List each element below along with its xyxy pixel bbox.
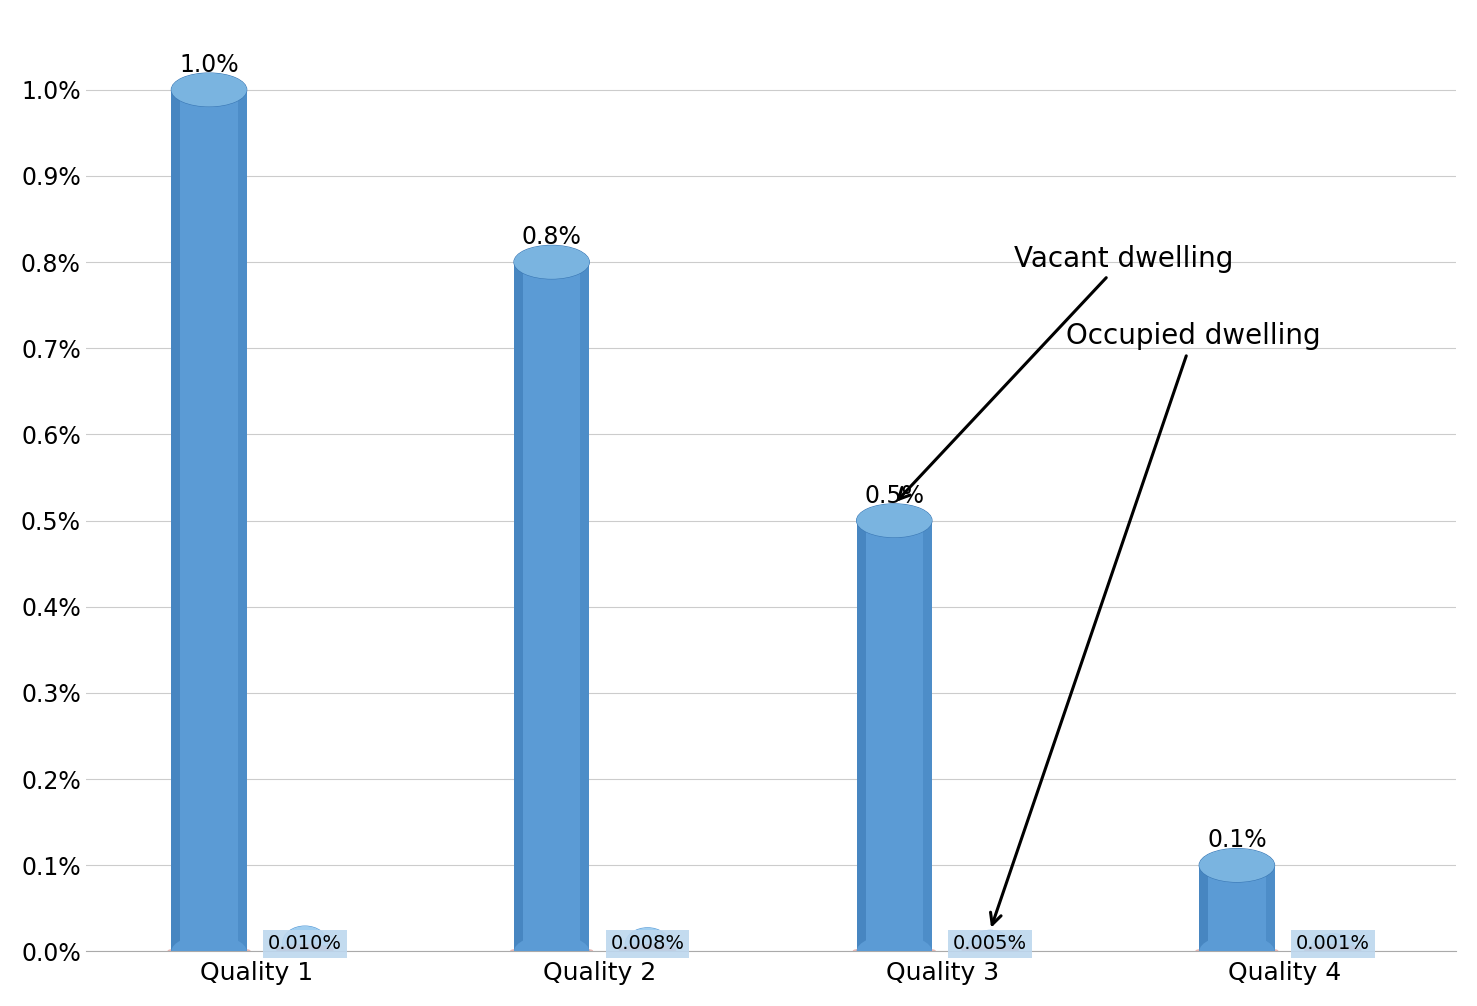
Ellipse shape (1199, 848, 1275, 882)
Bar (514, 263, 523, 952)
Text: 0.010%: 0.010% (267, 935, 343, 954)
Bar (625, 945, 631, 952)
Ellipse shape (625, 928, 671, 962)
Ellipse shape (967, 931, 1012, 964)
Bar (857, 521, 932, 952)
Ellipse shape (276, 945, 334, 956)
Ellipse shape (852, 947, 936, 955)
Ellipse shape (1199, 935, 1275, 968)
Ellipse shape (1310, 935, 1354, 968)
Text: 0.005%: 0.005% (953, 935, 1028, 954)
Bar (857, 521, 866, 952)
Ellipse shape (967, 935, 1012, 968)
Bar (282, 943, 288, 952)
Ellipse shape (171, 73, 247, 107)
Ellipse shape (1195, 947, 1279, 955)
Bar (282, 943, 328, 952)
Ellipse shape (171, 935, 247, 968)
Bar (238, 90, 247, 952)
Bar (1266, 865, 1275, 952)
Bar (967, 947, 973, 952)
Ellipse shape (857, 504, 932, 537)
Text: 0.8%: 0.8% (521, 225, 582, 249)
Bar (171, 90, 247, 952)
Bar (967, 947, 1012, 952)
Text: 0.001%: 0.001% (1295, 935, 1369, 954)
Ellipse shape (282, 927, 328, 960)
Ellipse shape (282, 935, 328, 968)
Ellipse shape (1304, 945, 1362, 956)
Bar (665, 945, 671, 952)
Text: 1.0%: 1.0% (179, 53, 239, 76)
Ellipse shape (510, 947, 594, 955)
Bar (625, 945, 671, 952)
Text: 0.1%: 0.1% (1207, 828, 1267, 852)
Bar (1007, 947, 1012, 952)
Ellipse shape (514, 935, 589, 968)
Text: Occupied dwelling: Occupied dwelling (991, 322, 1320, 925)
Bar (322, 943, 328, 952)
Bar (171, 90, 180, 952)
Bar (923, 521, 932, 952)
Ellipse shape (167, 947, 251, 955)
Ellipse shape (619, 945, 676, 956)
Ellipse shape (857, 935, 932, 968)
Text: 0.5%: 0.5% (864, 484, 925, 508)
Bar (580, 263, 589, 952)
Text: Vacant dwelling: Vacant dwelling (898, 244, 1233, 499)
Bar (1199, 865, 1275, 952)
Text: 0.008%: 0.008% (610, 935, 684, 954)
Ellipse shape (962, 945, 1019, 956)
Bar (514, 263, 589, 952)
Ellipse shape (514, 245, 589, 279)
Ellipse shape (1310, 934, 1354, 968)
Ellipse shape (625, 935, 671, 968)
Bar (1199, 865, 1208, 952)
